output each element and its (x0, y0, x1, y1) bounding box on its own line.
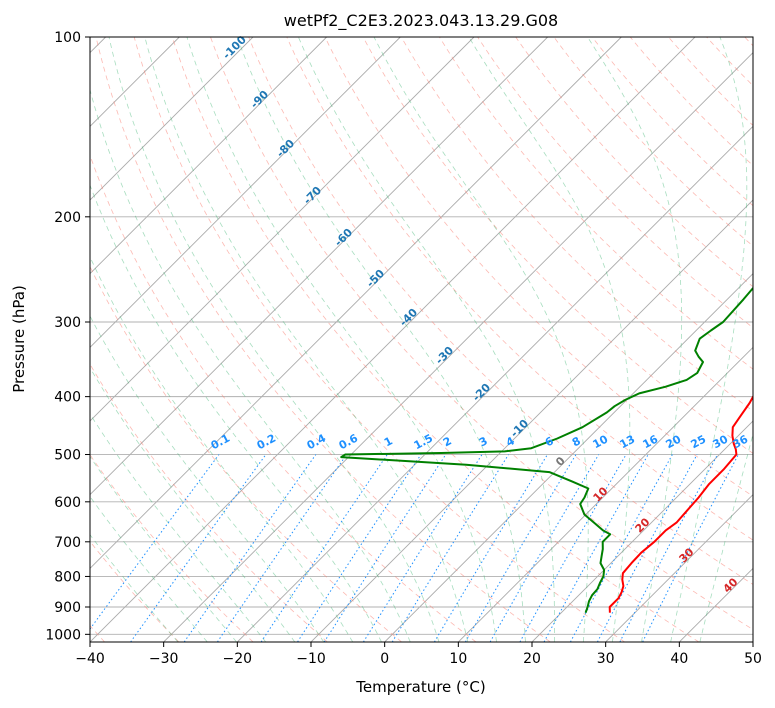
mixing-ratio-label: 16 (641, 432, 661, 451)
isotherm-line (90, 37, 254, 201)
mixing-ratio-label: 25 (689, 433, 709, 452)
y-tick-label: 500 (54, 448, 81, 464)
moist-adiabat (90, 184, 382, 642)
y-tick-label: 1000 (45, 627, 81, 643)
mixing-ratio-line (323, 454, 447, 642)
isotherm-line (90, 37, 401, 348)
y-tick-label: 100 (54, 30, 81, 46)
dry-adiabat (400, 37, 753, 412)
moist-adiabat (90, 495, 208, 642)
mixing-ratio-label: 10 (591, 432, 611, 451)
y-tick-label: 900 (54, 600, 81, 616)
x-tick-label: −20 (223, 651, 253, 667)
dry-adiabat (286, 37, 753, 541)
y-tick-label: 300 (54, 315, 81, 331)
dewpoint-profile-line (340, 286, 753, 614)
isotherm-line (90, 37, 548, 496)
moist-adiabat (373, 37, 589, 642)
y-axis-title: Pressure (hPa) (10, 285, 28, 393)
mixing-ratio-line (596, 454, 698, 642)
dry-adiabat (362, 37, 753, 454)
isotherm-line (458, 346, 753, 642)
y-tick-label: 600 (54, 495, 81, 511)
plot-frame (89, 36, 754, 643)
isotherm-line (90, 37, 475, 422)
mixing-ratio-line (260, 454, 388, 642)
x-tick-label: 20 (523, 651, 541, 667)
mixing-ratio-label: 20 (664, 432, 684, 451)
mixing-ratio-line (183, 454, 317, 642)
moist-adiabat (144, 37, 469, 642)
isotherm-line (384, 273, 753, 642)
x-tick-label: 30 (597, 651, 615, 667)
x-axis-title: Temperature (°C) (355, 678, 485, 696)
moist-adiabat (90, 255, 354, 642)
dry-adiabat (591, 37, 753, 207)
mixing-ratio-label: 36 (731, 432, 751, 451)
isotherm-line (310, 199, 753, 642)
moist-adiabat (90, 534, 179, 642)
moist-adiabat (670, 37, 748, 642)
background-lines (90, 37, 753, 642)
dry-adiabat (95, 37, 551, 642)
mixing-ratio-line (433, 454, 548, 642)
isotherm-line (531, 420, 753, 642)
moist-adiabat (587, 37, 683, 642)
series-layer (340, 286, 753, 614)
isotherm-line (237, 125, 753, 642)
x-tick-label: −40 (75, 651, 105, 667)
mixing-ratio-label: 30 (711, 432, 731, 451)
mixing-ratio-label: 13 (618, 433, 638, 452)
temperature-profile-line (608, 394, 753, 613)
x-tick-label: 0 (380, 651, 389, 667)
moist-adiabat (90, 413, 267, 642)
mixing-ratio-line (464, 454, 577, 642)
mixing-ratio-line (569, 454, 673, 642)
isotherm-line (90, 37, 622, 569)
moist-adiabat (90, 88, 411, 642)
isotherm-line (90, 37, 327, 275)
x-tick-label: 40 (670, 651, 688, 667)
x-tick-label: −10 (296, 651, 326, 667)
dry-adiabat (515, 37, 753, 288)
y-tick-label: 400 (54, 390, 81, 406)
mixing-ratio-line (489, 454, 600, 642)
dry-adiabat (553, 37, 753, 247)
x-tick-label: 10 (449, 651, 467, 667)
dry-adiabat (90, 454, 254, 642)
dry-adiabat (629, 37, 753, 167)
x-tick-label: −30 (149, 651, 179, 667)
dry-adiabat (477, 37, 753, 329)
dry-adiabat (171, 37, 700, 642)
moist-adiabat (468, 37, 631, 642)
isotherm-line (90, 37, 696, 642)
x-tick-label: 50 (744, 651, 762, 667)
y-tick-label: 700 (54, 535, 81, 551)
isotherm-line (605, 494, 753, 642)
dry-adiabat (90, 154, 477, 642)
moist-adiabat (186, 37, 497, 642)
ticks-layer: −40 −30 −20 −10 0 10 20 30 40 50 1000 900 800 700 600 5… (45, 30, 762, 667)
dry-adiabat (90, 265, 402, 642)
mixing-ratio-line (216, 454, 348, 642)
mixing-ratio-line (297, 454, 422, 642)
y-tick-label: 200 (54, 210, 81, 226)
y-tick-label: 800 (54, 569, 81, 585)
dry-adiabat (90, 363, 328, 642)
isotherm-line (163, 52, 753, 642)
dry-adiabat (133, 37, 625, 642)
mixing-ratio-line (90, 454, 220, 630)
chart-title: wetPf2_C2E3.2023.043.13.29.G08 (284, 11, 558, 31)
mixing-ratio-line (519, 454, 627, 642)
moist-adiabat (298, 37, 555, 642)
dry-adiabat (439, 37, 753, 370)
moist-adiabat (90, 315, 325, 642)
dry-adiabat (324, 37, 753, 497)
mixing-ratio-line (130, 454, 267, 642)
dry-adiabat (210, 37, 753, 631)
